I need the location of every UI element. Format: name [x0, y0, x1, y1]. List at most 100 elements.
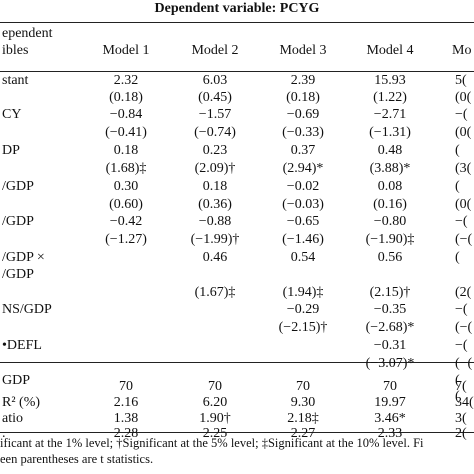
header-model-2: Model 2: [191, 43, 239, 58]
table-cell: (−1.46): [282, 232, 324, 247]
table-cell: (2.09)†: [194, 161, 236, 176]
header-model-3: Model 3: [279, 43, 327, 58]
table-cell: −0.65: [286, 214, 320, 229]
stats-rule: [0, 362, 474, 363]
table-cell: −0.42: [109, 214, 143, 229]
table-cell: (0.16): [373, 197, 407, 212]
table-cell: (1.22): [373, 90, 407, 105]
table-cell: −0.35: [373, 302, 407, 317]
table-cell: 15.93: [374, 73, 406, 88]
row-label: /GDP: [2, 179, 34, 194]
table-cell: 0.30: [113, 179, 139, 194]
row-label: •DEFL: [2, 338, 42, 353]
table-cell: (−0.03): [282, 197, 324, 212]
table-cell: (: [455, 250, 460, 265]
table-cell: 2.39: [290, 73, 316, 88]
table-cell: (−(: [455, 320, 473, 335]
row-label: /GDP: [2, 214, 34, 229]
row-label: /GDP ×: [2, 250, 45, 265]
table-cell: 7(: [455, 379, 467, 394]
table-cell: −0.69: [286, 107, 320, 122]
table-cell: 0.23: [202, 143, 228, 158]
table-cell: 6.20: [202, 395, 228, 410]
table-cell: (−1.90)‡: [365, 232, 415, 247]
table-cell: (−2.68)*: [365, 320, 415, 335]
header-model-4: Model 4: [366, 43, 414, 58]
table-cell: 1.38: [113, 411, 139, 426]
table-cell: 0.56: [377, 250, 403, 265]
table-title: Dependent variable: PCYG: [154, 1, 320, 16]
table-cell: −0.84: [109, 107, 143, 122]
table-cell: 3.46*: [374, 411, 406, 426]
table-cell: 70: [296, 379, 310, 394]
table-cell: 2.18‡: [287, 411, 319, 426]
table-note-1: ificant at the 1% level; †Significant at…: [0, 436, 424, 450]
table-cell: (2.94)*: [282, 161, 324, 176]
table-cell: −0.29: [286, 302, 320, 317]
table-cell: (−3.07)*: [365, 356, 415, 371]
row-label: NS/GDP: [2, 302, 52, 317]
table-cell: −(: [455, 107, 468, 122]
table-cell: 9.30: [290, 395, 316, 410]
row-label: DP: [2, 143, 20, 158]
table-cell: 0.46: [202, 250, 228, 265]
table-cell: (0(: [455, 90, 472, 105]
table-cell: (2.15)†: [369, 285, 411, 300]
table-cell: (0.60): [109, 197, 143, 212]
table-cell: (0.18): [286, 90, 320, 105]
table-cell: (0(: [455, 125, 472, 140]
table-cell: 1.90†: [199, 411, 231, 426]
table-cell: 3(: [455, 411, 467, 426]
table-cell: (0.45): [198, 90, 232, 105]
header-model-1: Model 1: [102, 43, 150, 58]
table-cell: (: [455, 143, 460, 158]
table-cell: (: [455, 389, 460, 404]
table-cell: (−1.27): [105, 232, 147, 247]
table-cell: (−0.41): [105, 125, 147, 140]
row-label: CY: [2, 107, 22, 122]
table-cell: (0(: [455, 197, 472, 212]
table-cell: (0.36): [198, 197, 232, 212]
table-cell: −0.80: [373, 214, 407, 229]
header-row-label-1: ibles: [2, 43, 29, 58]
table-cell: (3.88)*: [369, 161, 411, 176]
table-cell: 19.97: [374, 395, 406, 410]
header-row-label-0: ependent: [2, 26, 53, 41]
top-rule: [0, 22, 474, 23]
row-label: atio: [2, 411, 23, 426]
table-cell: (2(: [455, 285, 472, 300]
table-cell: 0.18: [202, 179, 228, 194]
table-cell: 0.48: [377, 143, 403, 158]
table-cell: (−1.31): [369, 125, 411, 140]
table-cell: (−(: [455, 356, 473, 371]
table-cell: 2.27: [290, 426, 316, 441]
table-cell: −(: [455, 214, 468, 229]
table-cell: 2.25: [202, 426, 228, 441]
table-cell: −1.57: [198, 107, 232, 122]
table-cell: 0.37: [290, 143, 316, 158]
table-cell: −(: [455, 338, 468, 353]
table-cell: 34(: [455, 395, 474, 410]
table-cell: (1.68)‡: [105, 161, 147, 176]
table-cell: 2.33: [377, 426, 403, 441]
table-cell: (−0.33): [282, 125, 324, 140]
table-cell: 70: [208, 379, 222, 394]
table-cell: 0.08: [377, 179, 403, 194]
row-label: /GDP: [2, 267, 34, 282]
table-cell: 2.16: [113, 395, 139, 410]
table-cell: 0.54: [290, 250, 316, 265]
table-cell: 6.03: [202, 73, 228, 88]
table-cell: 2(: [455, 426, 467, 441]
table-cell: (: [455, 179, 460, 194]
table-cell: (0.18): [109, 90, 143, 105]
table-cell: −(: [455, 302, 468, 317]
row-label: R² (%): [2, 395, 41, 410]
bottom-rule: [0, 432, 474, 433]
row-label: .: [2, 426, 6, 441]
table-note-2: een parentheses are t statistics.: [0, 452, 154, 466]
table-cell: 70: [119, 379, 133, 394]
table-cell: (1.67)‡: [194, 285, 236, 300]
table-cell: −0.88: [198, 214, 232, 229]
table-cell: 5(: [455, 73, 467, 88]
